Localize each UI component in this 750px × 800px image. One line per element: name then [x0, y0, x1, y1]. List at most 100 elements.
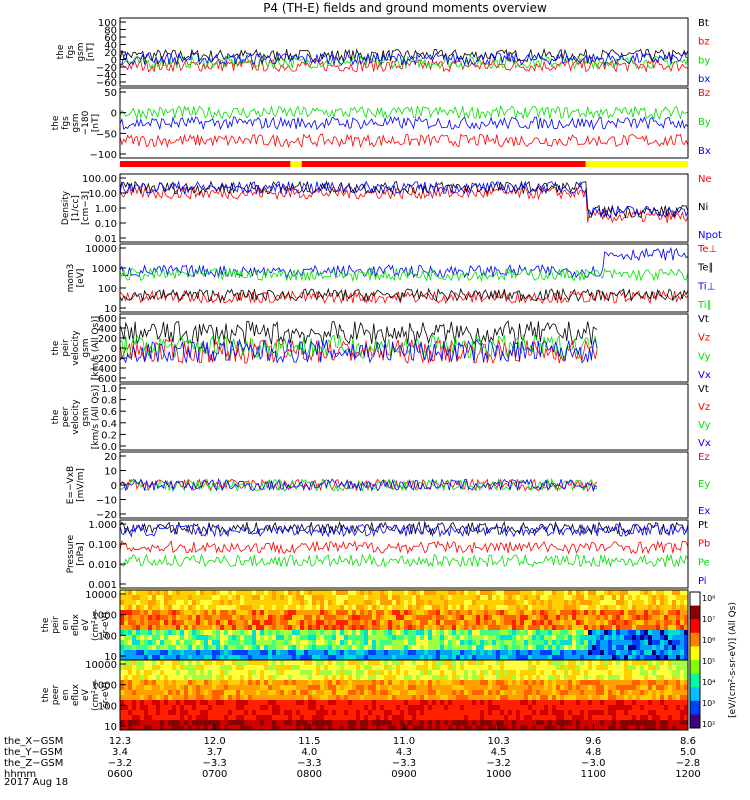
heatmap-cell — [568, 715, 573, 721]
heatmap-cell — [568, 675, 573, 681]
heatmap-cell — [208, 625, 213, 631]
heatmap-cell — [548, 595, 553, 601]
heatmap-cell — [660, 715, 665, 721]
heatmap-cell — [428, 655, 433, 661]
heatmap-cell — [224, 710, 229, 716]
heatmap-cell — [140, 700, 145, 706]
heatmap-cell — [436, 695, 441, 701]
heatmap-cell — [392, 665, 397, 671]
heatmap-cell — [160, 635, 165, 641]
heatmap-cell — [664, 670, 669, 676]
heatmap-cell — [456, 695, 461, 701]
heatmap-cell — [312, 650, 317, 656]
heatmap-cell — [140, 615, 145, 621]
heatmap-cell — [420, 600, 425, 606]
heatmap-cell — [340, 655, 345, 661]
heatmap-cell — [452, 655, 457, 661]
heatmap-cell — [404, 700, 409, 706]
heatmap-cell — [628, 725, 633, 731]
heatmap-cell — [436, 620, 441, 626]
heatmap-cell — [268, 665, 273, 671]
heatmap-cell — [364, 700, 369, 706]
heatmap-cell — [456, 635, 461, 641]
heatmap-cell — [416, 715, 421, 721]
heatmap-cell — [216, 650, 221, 656]
heatmap-cell — [208, 710, 213, 716]
heatmap-cell — [216, 715, 221, 721]
heatmap-cell — [532, 645, 537, 651]
heatmap-cell — [624, 685, 629, 691]
heatmap-cell — [172, 680, 177, 686]
heatmap-cell — [356, 595, 361, 601]
heatmap-cell — [624, 655, 629, 661]
heatmap-cell — [676, 640, 681, 646]
heatmap-cell — [488, 645, 493, 651]
heatmap-cell — [392, 685, 397, 691]
heatmap-cell — [240, 680, 245, 686]
heatmap-cell — [268, 620, 273, 626]
heatmap-cell — [684, 655, 689, 661]
heatmap-cell — [364, 595, 369, 601]
heatmap-cell — [624, 590, 629, 596]
heatmap-cell — [456, 645, 461, 651]
heatmap-cell — [364, 600, 369, 606]
heatmap-cell — [308, 655, 313, 661]
heatmap-cell — [484, 620, 489, 626]
heatmap-cell — [600, 630, 605, 636]
heatmap-cell — [628, 655, 633, 661]
heatmap-cell — [264, 640, 269, 646]
heatmap-cell — [292, 670, 297, 676]
heatmap-cell — [572, 600, 577, 606]
heatmap-cell — [676, 595, 681, 601]
heatmap-cell — [592, 705, 597, 711]
heatmap-cell — [600, 625, 605, 631]
heatmap-cell — [640, 710, 645, 716]
heatmap-cell — [412, 600, 417, 606]
heatmap-cell — [400, 725, 405, 731]
heatmap-cell — [208, 660, 213, 666]
heatmap-cell — [148, 605, 153, 611]
heatmap-cell — [388, 615, 393, 621]
heatmap-cell — [168, 680, 173, 686]
heatmap-cell — [164, 665, 169, 671]
heatmap-cell — [584, 695, 589, 701]
heatmap-cell — [300, 725, 305, 731]
heatmap-cell — [300, 665, 305, 671]
heatmap-cell — [388, 650, 393, 656]
heatmap-cell — [316, 680, 321, 686]
heatmap-cell — [328, 645, 333, 651]
heatmap-cell — [496, 605, 501, 611]
heatmap-cell — [200, 590, 205, 596]
heatmap-cell — [184, 695, 189, 701]
heatmap-cell — [656, 640, 661, 646]
heatmap-cell — [172, 695, 177, 701]
heatmap-cell — [684, 725, 689, 731]
heatmap-cell — [504, 695, 509, 701]
heatmap-cell — [332, 625, 337, 631]
heatmap-cell — [616, 700, 621, 706]
heatmap-cell — [632, 715, 637, 721]
heatmap-cell — [580, 615, 585, 621]
heatmap-cell — [464, 630, 469, 636]
heatmap-cell — [328, 715, 333, 721]
heatmap-cell — [432, 700, 437, 706]
heatmap-cell — [576, 610, 581, 616]
heatmap-cell — [300, 700, 305, 706]
heatmap-cell — [396, 620, 401, 626]
heatmap-cell — [456, 675, 461, 681]
heatmap-cell — [504, 605, 509, 611]
heatmap-cell — [344, 695, 349, 701]
heatmap-cell — [500, 725, 505, 731]
heatmap-cell — [336, 610, 341, 616]
heatmap-cell — [340, 715, 345, 721]
heatmap-cell — [264, 610, 269, 616]
heatmap-cell — [604, 640, 609, 646]
heatmap-cell — [560, 630, 565, 636]
heatmap-cell — [448, 675, 453, 681]
heatmap-cell — [528, 725, 533, 731]
heatmap-cell — [160, 670, 165, 676]
heatmap-cell — [144, 650, 149, 656]
heatmap-cell — [188, 650, 193, 656]
heatmap-cell — [264, 720, 269, 726]
heatmap-cell — [208, 610, 213, 616]
